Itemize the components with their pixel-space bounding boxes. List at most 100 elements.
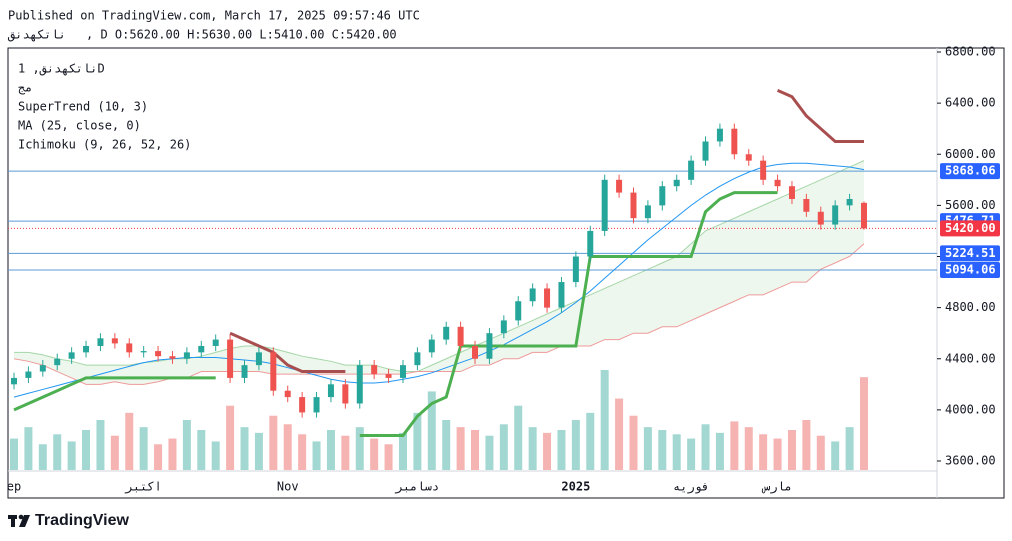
- volume-bar: [53, 434, 62, 470]
- x-tick-label: دسامبر: [395, 480, 439, 495]
- x-tick-label: مارس: [761, 480, 792, 495]
- y-tick-label: 6400.00: [945, 96, 996, 110]
- volume-bar: [528, 427, 537, 470]
- level-label-bg: [940, 163, 1000, 180]
- ohlc: , D O:5620.00 H:5630.00 L:5410.00 C:5420…: [86, 28, 397, 42]
- volume-bar: [125, 412, 134, 470]
- candle-body: [414, 352, 421, 366]
- candle-body: [356, 365, 363, 404]
- level-label: 5420.00: [945, 221, 996, 235]
- volume-bar: [672, 434, 681, 470]
- volume-bar: [341, 435, 350, 470]
- candle-body: [183, 352, 190, 359]
- volume-bar: [499, 424, 508, 470]
- candle-body: [515, 301, 522, 321]
- x-tick-label: 2025: [561, 480, 590, 494]
- x-tick-label: Nov: [277, 480, 299, 494]
- volume-bar: [543, 432, 552, 470]
- volume-bar: [38, 444, 47, 470]
- volume-bar: [139, 427, 148, 470]
- candle-body: [126, 343, 133, 353]
- logo: [8, 514, 30, 527]
- candle-body: [443, 326, 450, 340]
- volume-bar: [254, 432, 263, 470]
- candle-body: [760, 160, 767, 180]
- volume-bar: [226, 405, 235, 470]
- legend-item: Ichimoku (9, 26, 52, 26): [18, 138, 191, 152]
- brand: TradingView: [35, 512, 130, 529]
- volume-bar: [557, 430, 566, 470]
- volume-bar: [427, 391, 436, 470]
- candle-body: [673, 179, 680, 187]
- legend-item: ناتكهدنق, 1D: [18, 62, 105, 77]
- x-tick-label: فوريه: [673, 480, 709, 495]
- legend-item: MA (25, close, 0): [18, 119, 141, 133]
- volume-bar: [197, 430, 206, 470]
- candle-body: [270, 352, 277, 391]
- candle-body: [702, 141, 709, 161]
- level-label-bg: [940, 220, 1000, 237]
- volume-bar: [600, 370, 609, 470]
- candle-body: [11, 377, 17, 385]
- candle-body: [25, 371, 32, 378]
- candle-body: [83, 345, 90, 353]
- candle-body: [212, 339, 219, 346]
- candle-body: [241, 365, 248, 378]
- volume-bar: [586, 412, 595, 470]
- candle-body: [587, 230, 594, 257]
- candle-body: [716, 128, 723, 142]
- candle-body: [155, 351, 162, 357]
- volume-bar: [442, 420, 451, 470]
- volume-bar: [730, 421, 739, 470]
- candle-body: [659, 186, 666, 206]
- candle-body: [342, 384, 349, 404]
- volume-bar: [355, 427, 364, 470]
- volume-bar: [759, 434, 768, 470]
- volume-bar: [398, 432, 407, 470]
- candle-body: [616, 179, 623, 193]
- volume-bar: [787, 430, 796, 470]
- volume-bar: [168, 438, 177, 470]
- candle-body: [284, 390, 291, 398]
- y-tick-label: 6000.00: [945, 147, 996, 161]
- volume-bar: [298, 434, 307, 470]
- volume-bar: [24, 427, 33, 470]
- candle-body: [457, 326, 464, 346]
- candle-body: [54, 358, 61, 366]
- volume-bar: [413, 412, 422, 470]
- volume-bar: [816, 435, 825, 470]
- volume-bar: [269, 415, 278, 470]
- candle-body: [500, 320, 507, 334]
- volume-bar: [744, 427, 753, 470]
- volume-bar: [154, 444, 163, 470]
- candle-body: [299, 397, 306, 413]
- volume-bar: [845, 427, 854, 470]
- legend-item: مج: [18, 81, 32, 95]
- candle-body: [111, 338, 118, 344]
- volume-bar: [485, 435, 494, 470]
- volume-bar: [643, 427, 652, 470]
- candle-body: [803, 198, 810, 212]
- volume-bar: [687, 438, 696, 470]
- candle-body: [227, 339, 234, 378]
- published: Published on TradingView.com, March 17, …: [8, 9, 420, 23]
- volume-bar: [312, 441, 321, 470]
- candle-body: [371, 365, 378, 375]
- candle-body: [97, 338, 104, 346]
- volume-bar: [860, 377, 868, 470]
- candle-body: [745, 154, 752, 161]
- y-tick-label: 4400.00: [945, 351, 996, 365]
- level-label-bg: [940, 245, 1000, 262]
- candle-body: [169, 356, 176, 359]
- frame: [7, 47, 1005, 499]
- volume-bar: [715, 432, 724, 470]
- candle-body: [529, 288, 536, 302]
- volume-bar: [831, 441, 840, 470]
- candle-body: [399, 365, 406, 378]
- volume-bar: [96, 420, 105, 470]
- candle-body: [832, 205, 839, 225]
- candle-body: [788, 186, 795, 199]
- candle-body: [385, 374, 392, 378]
- volume-bar: [67, 441, 76, 470]
